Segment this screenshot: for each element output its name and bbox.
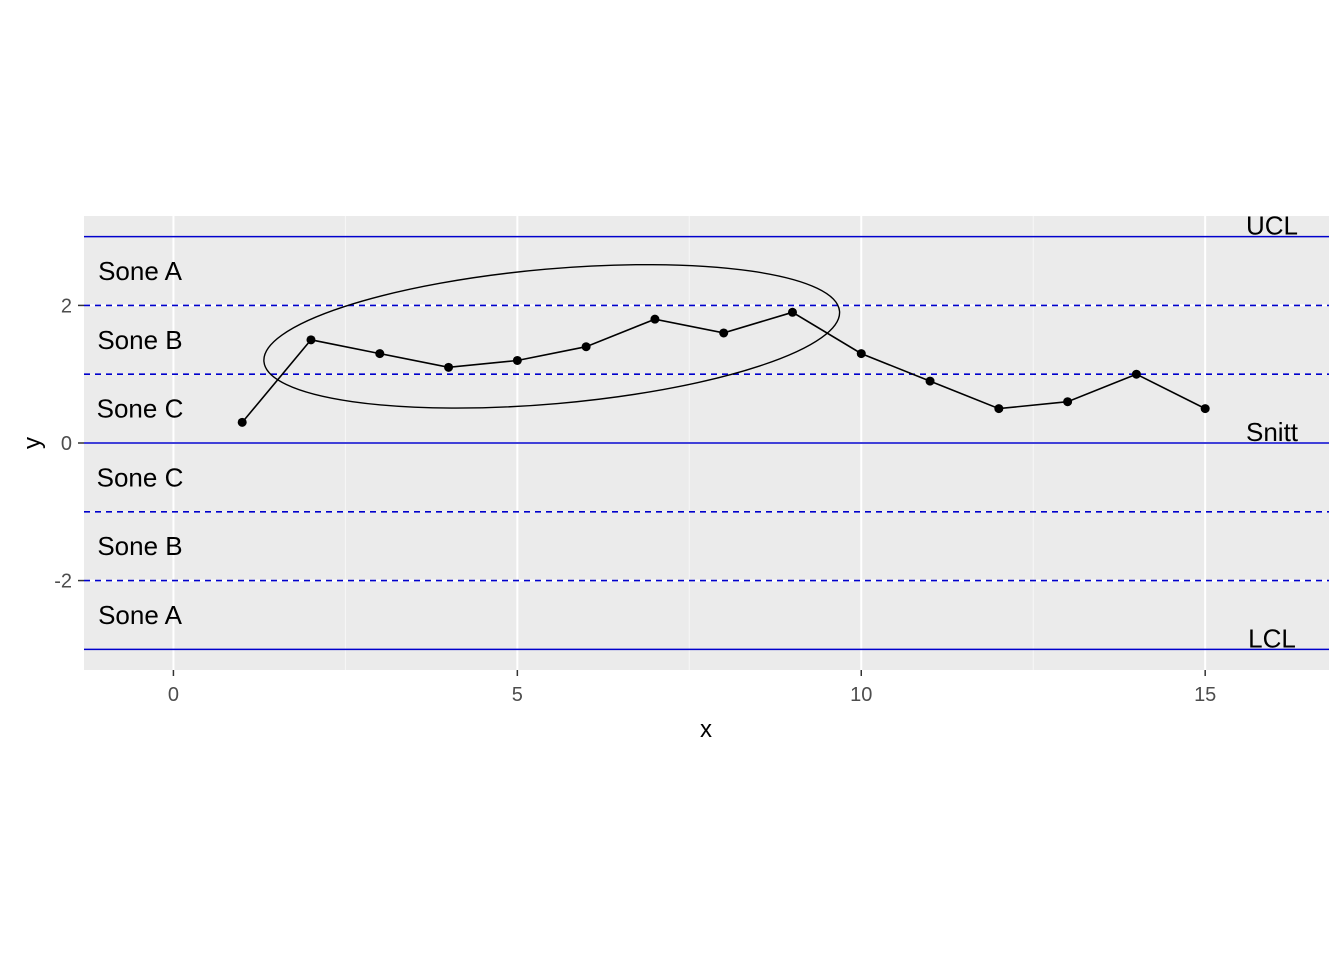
data-point (237, 417, 247, 427)
data-point (306, 335, 316, 345)
y-axis-ticks: -2 0 2 (54, 295, 84, 593)
data-point (787, 307, 797, 317)
limit-label: UCL (1246, 211, 1298, 241)
zone-label: Sone C (97, 462, 184, 492)
data-point (856, 349, 866, 359)
y-tick-label: -2 (54, 571, 72, 593)
y-axis-title: y (19, 437, 46, 449)
data-point (650, 314, 660, 324)
limit-labels: UCL Snitt LCL (1246, 211, 1299, 654)
zone-label: Sone A (98, 600, 183, 630)
limit-label: Snitt (1246, 417, 1299, 447)
annotation-layer (263, 263, 841, 409)
zone-label: Sone C (97, 394, 184, 424)
x-tick-label: 10 (850, 684, 872, 706)
y-tick-label: 0 (61, 433, 72, 455)
data-point (512, 355, 522, 365)
highlight-ellipse (263, 263, 841, 409)
x-tick-label: 0 (168, 684, 179, 706)
data-point (994, 404, 1004, 414)
data-point (1063, 397, 1073, 407)
data-point (719, 328, 729, 338)
data-point (444, 362, 454, 372)
data-point (1131, 369, 1141, 379)
x-axis-title: x (700, 716, 712, 743)
zone-labels: Sone A Sone B Sone C Sone C Sone B Sone A (97, 256, 184, 630)
data-point (1200, 404, 1210, 414)
y-tick-label: 2 (61, 295, 72, 317)
data-point (925, 376, 935, 386)
limit-label: LCL (1248, 623, 1296, 653)
reference-lines (84, 235, 1329, 651)
x-axis-ticks: 0 5 10 15 (168, 670, 1216, 706)
x-tick-label: 5 (512, 684, 523, 706)
zone-label: Sone A (98, 256, 183, 286)
zone-label: Sone B (97, 325, 182, 355)
zone-label: Sone B (97, 531, 182, 561)
data-series (237, 307, 1210, 427)
data-point (375, 349, 385, 359)
data-point (581, 342, 591, 352)
x-tick-label: 15 (1194, 684, 1216, 706)
